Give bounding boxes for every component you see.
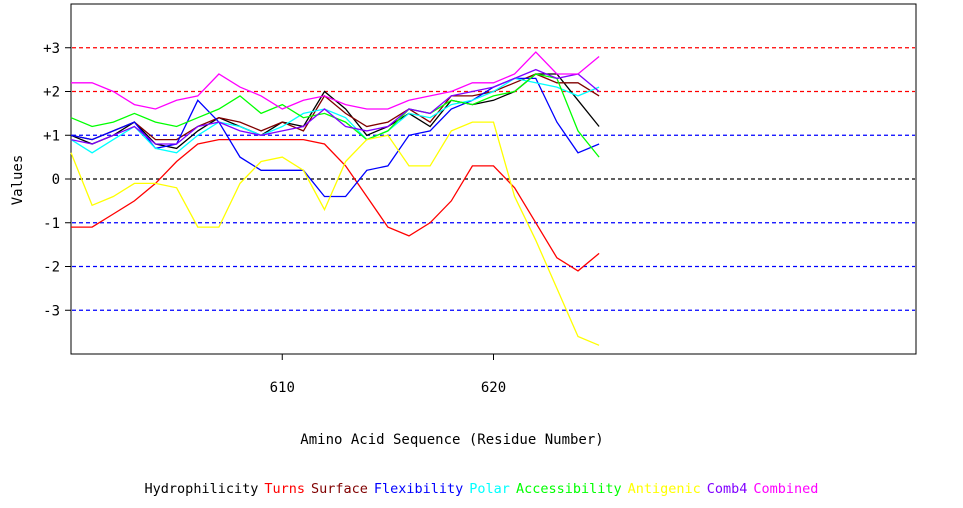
x-tick-label: 620 [481, 380, 506, 396]
y-tick-label: -3 [43, 303, 60, 319]
y-tick-label: +1 [43, 128, 60, 144]
y-tick-label: -1 [43, 216, 60, 232]
series-line-surface [70, 73, 600, 141]
series-line-combined [71, 51, 600, 110]
y-tick-label: +2 [43, 85, 60, 101]
legend-item-surface: Surface [310, 481, 368, 497]
legend-item-flexibility: Flexibility [373, 481, 464, 497]
series-line-comb4 [70, 68, 600, 145]
legend: Hydrophilicity Turns Surface Flexibility Pol… [0, 481, 963, 497]
legend-item-comb4: Comb4 [706, 481, 748, 497]
y-tick-label: +3 [43, 41, 60, 57]
series-line-antigenic [70, 121, 600, 346]
x-axis-label: Amino Acid Sequence (Residue Number) [300, 432, 603, 448]
legend-item-hydrophilicity: Hydrophilicity [144, 481, 259, 497]
series-line-polar [70, 77, 600, 154]
y-axis-ticks: +3 +2 +1 0 -1 -2 -3 [43, 41, 71, 319]
y-axis-label: Values [10, 155, 26, 206]
y-tick-label: -2 [43, 260, 60, 276]
x-tick-label: 610 [270, 380, 295, 396]
reference-lines [72, 47, 915, 311]
legend-item-polar: Polar [469, 481, 510, 497]
legend-item-antigenic: Antigenic [627, 481, 701, 497]
legend-item-accessibility: Accessibility [515, 481, 622, 497]
series-lines [70, 51, 600, 346]
x-axis-ticks: 610 620 [270, 354, 506, 396]
y-tick-label: 0 [52, 172, 60, 188]
legend-item-combined: Combined [753, 481, 819, 497]
legend-item-turns: Turns [264, 481, 305, 497]
